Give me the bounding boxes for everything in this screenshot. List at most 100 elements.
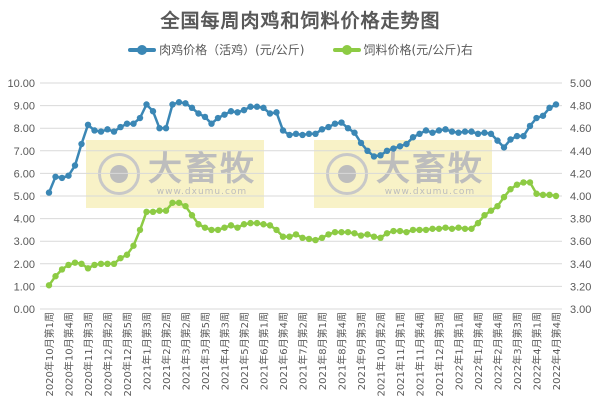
feed-price-point[interactable] [188, 212, 196, 219]
feed-price-point[interactable] [299, 234, 306, 242]
chicken-price-point[interactable] [162, 125, 170, 132]
chicken-price-point[interactable] [409, 134, 417, 141]
chicken-price-point[interactable] [110, 128, 118, 135]
chicken-price-point[interactable] [546, 104, 553, 112]
feed-price-point[interactable] [136, 226, 144, 234]
feed-price-point[interactable] [513, 181, 521, 188]
chicken-price-point[interactable] [175, 99, 183, 106]
chicken-price-point[interactable] [305, 130, 313, 138]
feed-price-point[interactable] [455, 224, 462, 231]
chicken-price-point[interactable] [474, 130, 482, 138]
chicken-price-point[interactable] [357, 139, 365, 147]
chicken-price-point[interactable] [422, 127, 430, 134]
chicken-price-point[interactable] [390, 145, 397, 152]
chicken-price-point[interactable] [78, 140, 85, 148]
feed-price-point[interactable] [104, 260, 111, 267]
chicken-price-point[interactable] [286, 131, 293, 139]
chicken-price-point[interactable] [494, 137, 501, 144]
feed-price-point[interactable] [97, 260, 105, 267]
chicken-price-point[interactable] [65, 172, 72, 179]
chicken-price-point[interactable] [201, 113, 209, 121]
chicken-price-point[interactable] [214, 114, 222, 122]
chicken-price-point[interactable] [448, 128, 456, 135]
feed-price-point[interactable] [344, 228, 352, 236]
feed-price-point[interactable] [58, 266, 66, 273]
chicken-price-point[interactable] [84, 121, 92, 129]
feed-price-point[interactable] [266, 222, 274, 229]
feed-price-point[interactable] [539, 191, 547, 199]
chicken-price-point[interactable] [260, 104, 267, 112]
feed-price-point[interactable] [533, 190, 540, 197]
chicken-price-point[interactable] [169, 101, 176, 108]
feed-price-point[interactable] [247, 219, 254, 227]
feed-price-point[interactable] [474, 219, 482, 227]
chicken-price-point[interactable] [461, 128, 469, 135]
chicken-price-point[interactable] [396, 143, 404, 150]
chicken-price-point[interactable] [195, 110, 202, 117]
chicken-price-point[interactable] [416, 130, 423, 138]
chicken-price-point[interactable] [481, 129, 488, 136]
feed-price-point[interactable] [507, 186, 514, 193]
chicken-price-point[interactable] [58, 174, 66, 182]
chicken-price-point[interactable] [97, 128, 105, 135]
feed-price-point[interactable] [169, 199, 176, 206]
feed-price-point[interactable] [500, 193, 508, 201]
chicken-price-point[interactable] [344, 125, 352, 132]
chicken-price-point[interactable] [500, 144, 508, 151]
chicken-price-point[interactable] [240, 106, 248, 114]
feed-price-point[interactable] [45, 282, 53, 289]
chicken-price-point[interactable] [45, 189, 53, 196]
chicken-price-point[interactable] [429, 129, 436, 136]
chicken-price-point[interactable] [234, 109, 241, 116]
chicken-price-point[interactable] [520, 132, 527, 140]
feed-price-point[interactable] [396, 227, 404, 235]
feed-price-point[interactable] [338, 228, 345, 236]
chicken-price-point[interactable] [227, 108, 235, 115]
feed-price-point[interactable] [416, 226, 423, 234]
chicken-price-point[interactable] [136, 114, 144, 122]
chicken-price-point[interactable] [468, 128, 475, 135]
feed-price-point[interactable] [78, 260, 85, 267]
chicken-price-point[interactable] [299, 131, 306, 139]
chicken-price-point[interactable] [292, 130, 300, 138]
chicken-price-point[interactable] [325, 123, 332, 131]
feed-price-point[interactable] [156, 207, 163, 214]
feed-price-point[interactable] [364, 231, 371, 238]
feed-price-point[interactable] [162, 207, 170, 214]
chicken-price-point[interactable] [266, 110, 274, 117]
chicken-price-point[interactable] [338, 119, 345, 126]
feed-price-point[interactable] [286, 233, 293, 240]
feed-price-point[interactable] [240, 221, 248, 228]
chicken-price-point[interactable] [52, 173, 59, 180]
feed-price-point[interactable] [273, 226, 280, 234]
chicken-price-point[interactable] [312, 130, 319, 138]
chicken-price-point[interactable] [552, 101, 560, 108]
feed-price-point[interactable] [253, 219, 261, 227]
feed-price-point[interactable] [117, 254, 124, 262]
chicken-price-point[interactable] [91, 127, 98, 134]
feed-price-point[interactable] [318, 234, 326, 242]
feed-price-point[interactable] [403, 228, 410, 236]
chicken-price-point[interactable] [117, 123, 124, 131]
chicken-price-point[interactable] [71, 162, 79, 169]
feed-price-point[interactable] [201, 224, 209, 231]
feed-price-point[interactable] [429, 225, 436, 232]
feed-price-point[interactable] [214, 226, 222, 234]
feed-price-point[interactable] [526, 179, 534, 186]
chicken-price-point[interactable] [377, 152, 384, 159]
chicken-price-point[interactable] [182, 100, 189, 107]
chicken-price-point[interactable] [435, 127, 443, 134]
feed-price-point[interactable] [234, 224, 241, 231]
feed-price-point[interactable] [208, 226, 215, 234]
feed-price-point[interactable] [91, 261, 98, 269]
chicken-price-point[interactable] [487, 130, 495, 138]
chicken-price-point[interactable] [247, 103, 254, 110]
chicken-price-point[interactable] [130, 120, 137, 127]
chicken-price-point[interactable] [383, 147, 391, 154]
legend-item-chicken[interactable]: 肉鸡价格（活鸡）(元/公斤) [128, 41, 305, 58]
feed-price-point[interactable] [409, 226, 417, 234]
feed-price-point[interactable] [84, 265, 92, 272]
feed-price-point[interactable] [325, 231, 332, 238]
chicken-price-point[interactable] [279, 127, 287, 134]
feed-price-point[interactable] [260, 221, 267, 228]
